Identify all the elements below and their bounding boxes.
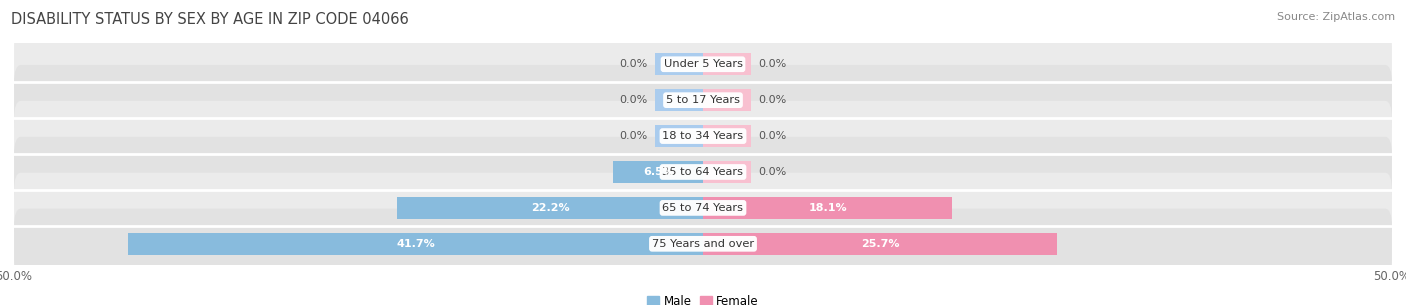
FancyBboxPatch shape (14, 137, 1392, 207)
Text: 22.2%: 22.2% (530, 203, 569, 213)
FancyBboxPatch shape (14, 65, 1392, 135)
Text: 5 to 17 Years: 5 to 17 Years (666, 95, 740, 105)
Bar (703, 125, 751, 147)
Text: 6.5%: 6.5% (643, 167, 673, 177)
Text: Source: ZipAtlas.com: Source: ZipAtlas.com (1277, 12, 1395, 22)
Text: 0.0%: 0.0% (758, 167, 786, 177)
Bar (655, 89, 703, 111)
Text: 0.0%: 0.0% (620, 95, 648, 105)
Bar (703, 161, 751, 183)
Bar (396, 197, 703, 219)
Text: 0.0%: 0.0% (758, 131, 786, 141)
FancyBboxPatch shape (14, 173, 1392, 243)
Text: 0.0%: 0.0% (758, 95, 786, 105)
Bar (128, 233, 703, 255)
Bar (703, 233, 1057, 255)
Bar (703, 197, 952, 219)
Text: 0.0%: 0.0% (620, 131, 648, 141)
Legend: Male, Female: Male, Female (647, 296, 759, 305)
Text: 18.1%: 18.1% (808, 203, 846, 213)
Bar (703, 53, 751, 75)
Text: 75 Years and over: 75 Years and over (652, 239, 754, 249)
FancyBboxPatch shape (14, 209, 1392, 279)
Text: 35 to 64 Years: 35 to 64 Years (662, 167, 744, 177)
Text: DISABILITY STATUS BY SEX BY AGE IN ZIP CODE 04066: DISABILITY STATUS BY SEX BY AGE IN ZIP C… (11, 12, 409, 27)
Text: Under 5 Years: Under 5 Years (664, 59, 742, 69)
Text: 18 to 34 Years: 18 to 34 Years (662, 131, 744, 141)
Bar (613, 161, 703, 183)
FancyBboxPatch shape (14, 29, 1392, 99)
Text: 25.7%: 25.7% (860, 239, 900, 249)
Bar (655, 125, 703, 147)
Text: 0.0%: 0.0% (758, 59, 786, 69)
Text: 0.0%: 0.0% (620, 59, 648, 69)
Bar (655, 53, 703, 75)
Text: 41.7%: 41.7% (396, 239, 434, 249)
Text: 65 to 74 Years: 65 to 74 Years (662, 203, 744, 213)
FancyBboxPatch shape (14, 101, 1392, 171)
Bar (703, 89, 751, 111)
